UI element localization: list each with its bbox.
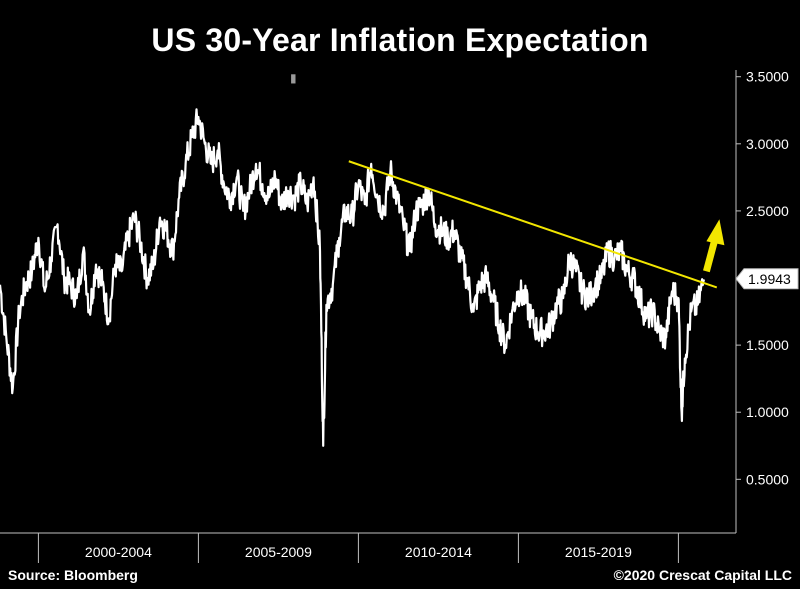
- last-value-box: [735, 268, 799, 290]
- y-tick-label: 1.5000: [746, 337, 789, 353]
- cursor-marker: ▮: [290, 71, 297, 85]
- x-period-label: 2005-2009: [245, 544, 312, 560]
- y-tick-label: 3.5000: [746, 69, 789, 85]
- arrow-head: [706, 219, 725, 246]
- x-period-label: 2000-2004: [85, 544, 152, 560]
- chart-title: US 30-Year Inflation Expectation: [151, 22, 649, 58]
- last-value-badge: 1.9943: [735, 268, 799, 290]
- y-tick-label: 1.0000: [746, 404, 789, 420]
- axis-labels: 3.5000 3.0000 2.5000 1.5000 1.0000 0.5000 2000…: [85, 69, 789, 560]
- x-period-label: 2015-2019: [565, 544, 632, 560]
- chart-axes: [0, 70, 741, 563]
- last-value-label: 1.9943: [748, 271, 791, 287]
- source-label: Source: Bloomberg: [8, 567, 138, 583]
- series-line: [0, 108, 706, 447]
- y-tick-label: 3.0000: [746, 136, 789, 152]
- copyright-label: ©2020 Crescat Capital LLC: [613, 567, 792, 583]
- up-arrow-icon: [703, 219, 725, 273]
- trendline: [348, 160, 718, 289]
- y-tick-label: 0.5000: [746, 471, 789, 487]
- y-tick-label: 2.5000: [746, 203, 789, 219]
- x-period-label: 2010-2014: [405, 544, 472, 560]
- arrow-shaft: [703, 240, 718, 273]
